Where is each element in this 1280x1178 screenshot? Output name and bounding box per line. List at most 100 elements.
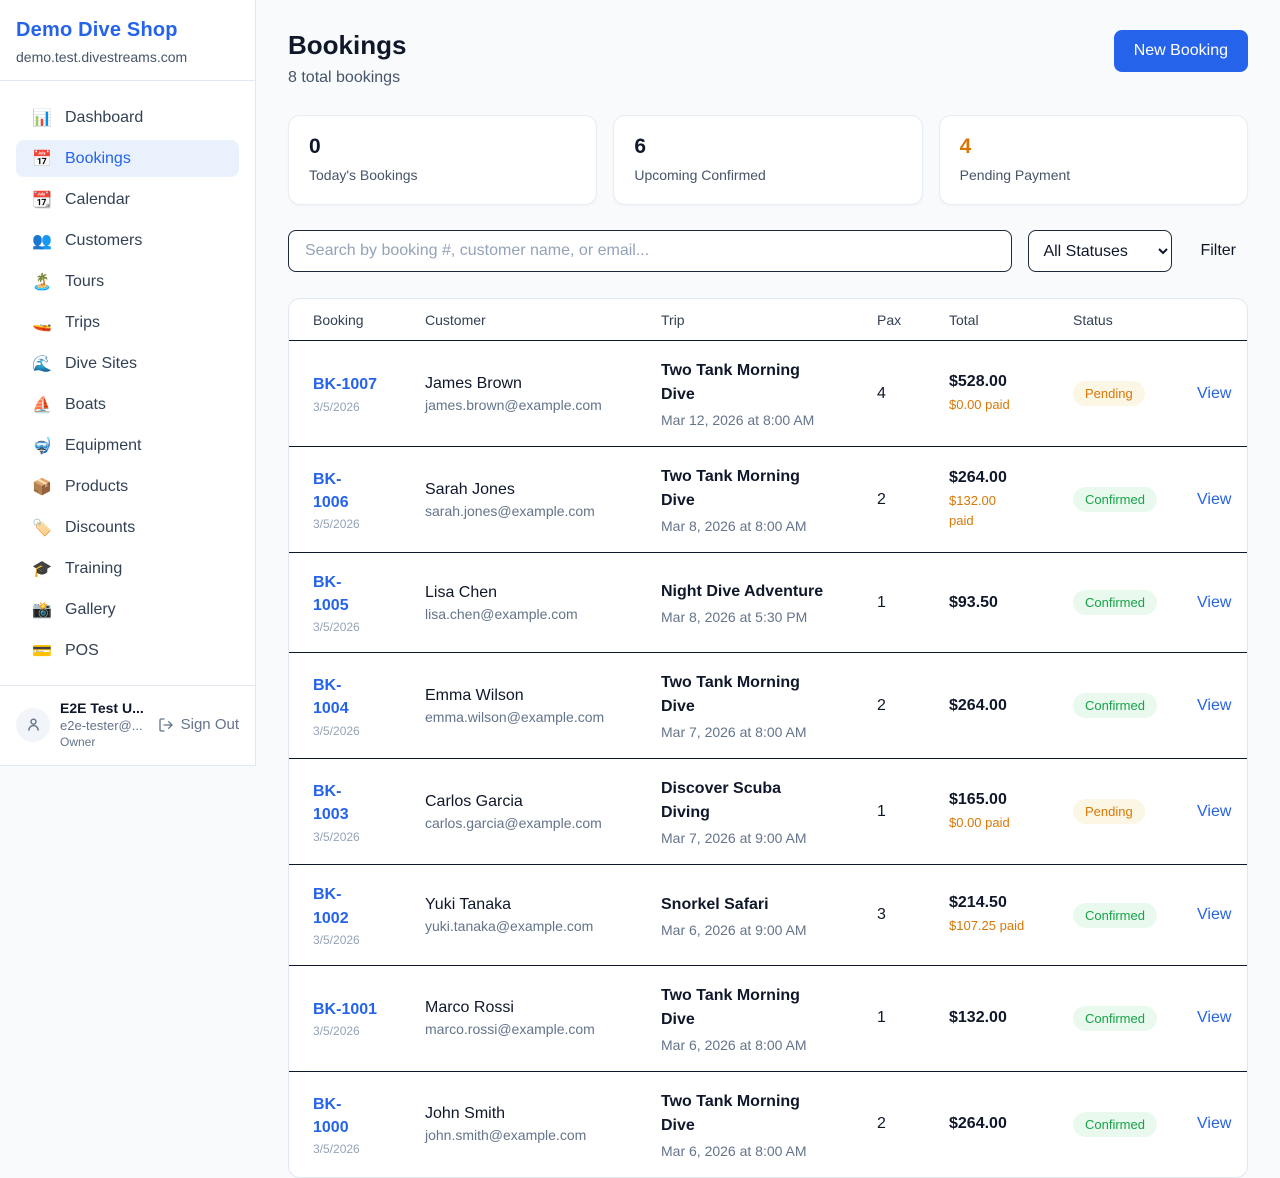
view-link[interactable]: View — [1197, 906, 1232, 924]
table-row: BK- 1000 3/5/2026 John Smith john.smith@… — [289, 1072, 1247, 1177]
trip-name: Two Tank Morning Dive — [661, 674, 800, 716]
sidebar-item-customers[interactable]: 👥 Customers — [16, 222, 239, 259]
people-icon: 👥 — [32, 231, 52, 250]
booking-number-link[interactable]: BK- 1000 — [313, 1095, 349, 1136]
pax-count: 2 — [877, 1115, 886, 1133]
customer-name: Emma Wilson — [425, 686, 524, 704]
customer-cell: Emma Wilson emma.wilson@example.com — [425, 687, 661, 725]
trip-datetime: Mar 8, 2026 at 8:00 AM — [661, 518, 807, 534]
new-booking-button[interactable]: New Booking — [1113, 30, 1248, 72]
trip-cell: Snorkel Safari Mar 6, 2026 at 9:00 AM — [661, 893, 877, 938]
sidebar-item-gallery[interactable]: 📸 Gallery — [16, 591, 239, 628]
sidebar-item-products[interactable]: 📦 Products — [16, 468, 239, 505]
actions-cell: View — [1197, 803, 1231, 821]
customer-cell: Marco Rossi marco.rossi@example.com — [425, 999, 661, 1037]
customer-cell: John Smith john.smith@example.com — [425, 1105, 661, 1143]
sidebar-item-boats[interactable]: ⛵ Boats — [16, 386, 239, 423]
booking-number-link[interactable]: BK- 1003 — [313, 783, 349, 824]
view-link[interactable]: View — [1197, 490, 1232, 508]
booking-cell: BK-1007 3/5/2026 — [313, 373, 425, 413]
sidebar-item-label: Boats — [65, 395, 106, 413]
view-link[interactable]: View — [1197, 802, 1232, 820]
trip-name: Two Tank Morning Dive — [661, 986, 800, 1028]
status-badge: Confirmed — [1073, 1111, 1157, 1137]
status-badge: Confirmed — [1073, 590, 1157, 616]
sidebar-item-dive-sites[interactable]: 🌊 Dive Sites — [16, 345, 239, 382]
booking-number-link[interactable]: BK- 1006 — [313, 470, 349, 511]
booking-number-link[interactable]: BK- 1005 — [313, 574, 349, 615]
sidebar-item-pos[interactable]: 💳 POS — [16, 632, 239, 669]
booking-number-link[interactable]: BK-1001 — [313, 1001, 378, 1019]
pax-count: 2 — [877, 696, 886, 714]
status-cell: Confirmed — [1073, 1111, 1197, 1137]
status-cell: Confirmed — [1073, 902, 1197, 928]
trip-name: Two Tank Morning Dive — [661, 468, 800, 509]
customer-email: yuki.tanaka@example.com — [425, 918, 594, 935]
sidebar-item-bookings[interactable]: 📅 Bookings — [16, 140, 239, 177]
booking-number-link[interactable]: BK-1007 — [313, 376, 378, 394]
wave-icon: 🌊 — [32, 354, 52, 373]
view-link[interactable]: View — [1197, 384, 1232, 402]
stat-label: Today's Bookings — [309, 167, 418, 183]
sidebar-item-calendar[interactable]: 📆 Calendar — [16, 181, 239, 218]
view-link[interactable]: View — [1197, 593, 1232, 611]
status-filter-select[interactable]: All Statuses — [1028, 230, 1173, 272]
sidebar-item-label: Calendar — [65, 190, 130, 208]
view-link[interactable]: View — [1197, 1009, 1232, 1027]
booking-cell: BK- 1000 3/5/2026 — [313, 1093, 425, 1156]
sidebar-item-training[interactable]: 🎓 Training — [16, 550, 239, 587]
trip-cell: Night Dive Adventure Mar 8, 2026 at 5:30… — [661, 580, 877, 625]
sidebar-user-section: E2E Test U... e2e-tester@... Owner Sign … — [0, 685, 255, 765]
total-amount: $214.50 — [949, 894, 1007, 912]
status-cell: Confirmed — [1073, 693, 1197, 719]
user-name: E2E Test U... — [60, 700, 144, 716]
sidebar-item-equipment[interactable]: 🤿 Equipment — [16, 427, 239, 464]
column-header-trip: Trip — [661, 312, 685, 328]
search-input[interactable] — [288, 230, 1013, 272]
trip-name: Snorkel Safari — [661, 895, 769, 913]
speedboat-icon: 🚤 — [32, 313, 52, 332]
actions-cell: View — [1197, 906, 1231, 924]
total-amount: $132.00 — [949, 1009, 1007, 1027]
tag-icon: 🏷️ — [32, 518, 52, 537]
sidebar-header: Demo Dive Shop demo.test.divestreams.com — [0, 0, 255, 81]
status-badge: Confirmed — [1073, 902, 1157, 928]
booking-date: 3/5/2026 — [313, 932, 360, 947]
sidebar-item-dashboard[interactable]: 📊 Dashboard — [16, 99, 239, 136]
sidebar-item-trips[interactable]: 🚤 Trips — [16, 304, 239, 341]
customer-name: Carlos Garcia — [425, 792, 523, 810]
total-amount: $165.00 — [949, 791, 1007, 809]
paid-amount: $107.25 paid — [949, 918, 1025, 934]
customer-email: sarah.jones@example.com — [425, 502, 595, 519]
customer-name: Sarah Jones — [425, 480, 515, 498]
customer-cell: James Brown james.brown@example.com — [425, 375, 661, 413]
column-header-pax: Pax — [877, 312, 902, 328]
user-role: Owner — [60, 735, 96, 749]
customer-email: carlos.garcia@example.com — [425, 814, 602, 831]
status-cell: Confirmed — [1073, 487, 1197, 512]
stat-value: 6 — [634, 135, 647, 158]
stat-card-todays-bookings: 0 Today's Bookings — [288, 115, 598, 205]
booking-date: 3/5/2026 — [313, 620, 360, 635]
stat-card-upcoming-confirmed: 6 Upcoming Confirmed — [613, 115, 923, 205]
sign-out-button[interactable]: Sign Out — [158, 716, 239, 733]
status-cell: Confirmed — [1073, 1005, 1197, 1031]
column-header-customer: Customer — [425, 312, 486, 328]
table-row: BK- 1004 3/5/2026 Emma Wilson emma.wilso… — [289, 653, 1247, 760]
view-link[interactable]: View — [1197, 696, 1232, 714]
sidebar-item-discounts[interactable]: 🏷️ Discounts — [16, 509, 239, 546]
status-badge: Confirmed — [1073, 693, 1157, 719]
trip-datetime: Mar 6, 2026 at 9:00 AM — [661, 921, 807, 938]
trip-datetime: Mar 7, 2026 at 9:00 AM — [661, 830, 807, 847]
booking-number-link[interactable]: BK- 1002 — [313, 886, 349, 927]
trip-name: Discover Scuba Diving — [661, 780, 782, 822]
island-icon: 🏝️ — [32, 272, 52, 291]
filter-button[interactable]: Filter — [1188, 234, 1248, 268]
view-link[interactable]: View — [1197, 1115, 1232, 1133]
booking-number-link[interactable]: BK- 1004 — [313, 677, 349, 718]
sidebar-item-tours[interactable]: 🏝️ Tours — [16, 263, 239, 300]
page-header-text: Bookings 8 total bookings — [288, 30, 406, 87]
table-row: BK-1001 3/5/2026 Marco Rossi marco.rossi… — [289, 966, 1247, 1072]
stat-value: 0 — [309, 135, 321, 158]
